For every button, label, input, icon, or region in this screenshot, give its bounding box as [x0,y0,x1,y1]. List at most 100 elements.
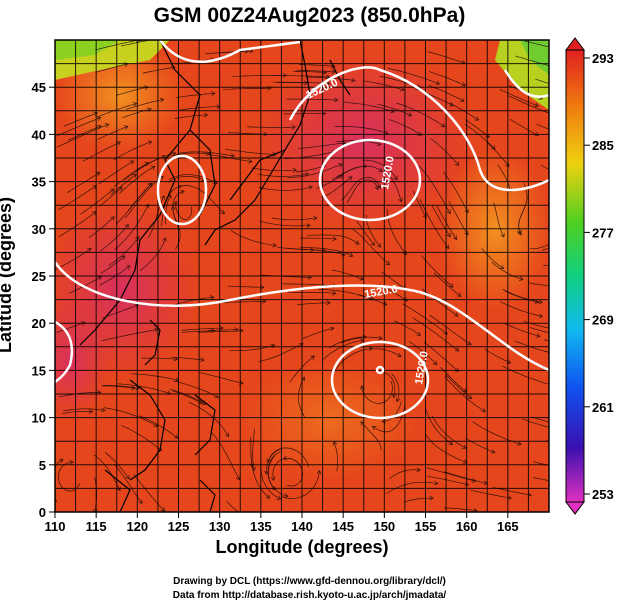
streamline-arrow [517,230,522,236]
streamline [230,230,277,247]
streamline [540,164,549,170]
streamline [272,217,317,221]
streamline [164,194,172,225]
streamline-arrow [376,184,382,189]
streamline [177,151,235,157]
streamline [429,314,472,346]
y-tick-label: 10 [32,411,46,426]
streamline [98,187,123,207]
streamline [117,383,171,395]
streamline [124,176,164,219]
streamline [272,81,330,84]
streamline-arrow [131,385,136,391]
streamline [491,261,524,280]
streamline-arrow [124,223,129,229]
streamline [141,357,178,360]
streamline [227,285,264,288]
streamline [377,103,412,117]
streamline [286,98,338,101]
streamline-arrow [270,476,276,481]
y-tick-label: 35 [32,175,46,190]
streamline-arrow [69,459,74,465]
streamline-arrow [332,290,337,296]
streamline-arrow [534,131,539,137]
streamline-arrow [170,65,176,70]
streamline [103,384,140,389]
streamline-arrow [461,82,467,87]
streamline [295,165,326,173]
streamline-arrow [308,185,313,190]
streamline-arrow [354,240,360,245]
streamline [387,67,440,85]
streamline-arrow [81,321,86,326]
streamline-arrow [507,495,512,501]
streamline [174,114,208,119]
streamline [88,216,115,239]
streamline-arrow [417,131,423,136]
streamline [95,63,128,73]
streamline-arrow [395,397,401,403]
streamline [56,123,109,148]
streamline [464,123,496,150]
streamline-arrow [370,241,375,246]
streamline [218,50,249,54]
streamline-arrow [351,77,356,83]
streamline [518,183,528,236]
y-tick-label: 40 [32,127,46,142]
streamline-arrow [132,102,138,107]
streamline-arrow [162,237,167,242]
lat-lon-grid [55,40,549,512]
streamline-arrow [110,216,115,221]
streamline-arrow [435,80,441,86]
streamline-arrow [454,161,460,167]
streamline [225,149,277,155]
streamline [296,69,336,73]
streamline-arrow [331,69,336,75]
streamline-arrow [552,327,556,331]
streamline-arrow [535,333,541,338]
streamline [486,142,510,167]
streamline [344,101,395,113]
streamline [302,327,334,339]
streamline [272,75,330,78]
streamline [63,408,106,412]
contour-label: 1520.0 [379,155,397,190]
streamline-arrow [116,141,122,146]
streamline-arrow [467,394,473,400]
streamline-arrow [326,81,331,86]
streamline-arrow [397,353,402,358]
streamline-arrow [440,123,446,128]
streamline [286,247,326,252]
streamline [252,428,255,471]
streamline [533,461,549,466]
x-tick-label: 135 [250,519,272,534]
streamline [333,441,338,472]
streamline [328,336,367,349]
streamline [131,373,179,381]
streamline-arrow [159,97,165,103]
streamline-arrow [594,347,598,351]
streamline [181,330,215,333]
streamline-arrow [416,331,421,336]
streamline [267,447,309,468]
streamline [258,186,313,191]
streamline-arrow [452,235,458,241]
streamline-arrow [485,133,490,138]
streamline-arrow [432,360,438,366]
streamline-arrow [555,284,559,288]
streamline-arrow [88,409,94,414]
x-tick-label: 150 [373,519,395,534]
streamline [360,421,382,451]
streamline-arrow [316,469,322,475]
streamline [419,199,449,249]
streamline-arrow [272,242,277,248]
streamline [509,118,539,136]
streamline-arrow [284,493,289,498]
streamline-arrow [138,499,143,505]
streamline-arrow [173,356,179,362]
x-tick-label: 130 [209,519,231,534]
streamline-arrow [517,441,522,446]
streamline-arrow [203,112,209,118]
streamline-arrow [291,124,296,130]
streamline [532,416,549,423]
